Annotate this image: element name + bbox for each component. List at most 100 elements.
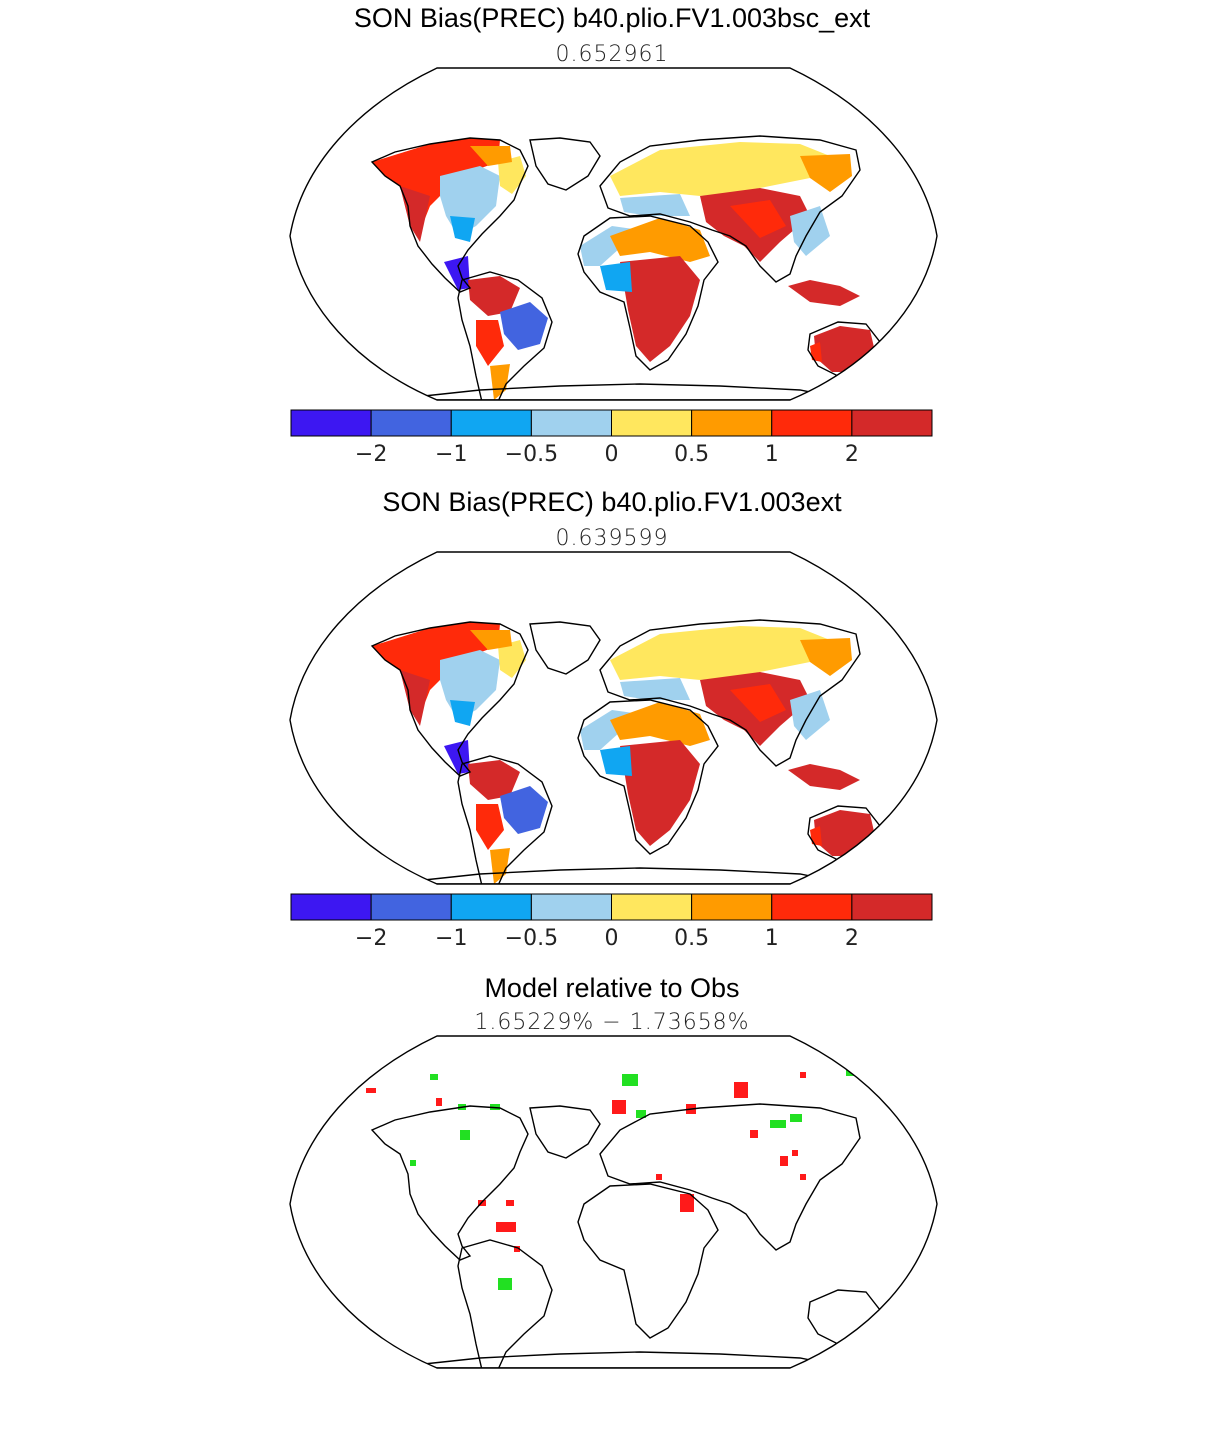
bias-patch: [400, 670, 430, 726]
colorbar-box: [771, 409, 853, 437]
map-panel1: [289, 67, 938, 401]
diff-cell-positive: [612, 1100, 626, 1114]
bias-patch: [372, 622, 500, 720]
coastline: [529, 137, 601, 191]
bias-patch: [730, 200, 786, 238]
panel2-title: SON Bias(PREC) b40.plio.FV1.003ext: [382, 487, 842, 517]
coastline: [529, 1105, 601, 1159]
colorbar-box: [691, 409, 773, 437]
diff-cell-negative: [846, 1070, 854, 1076]
bias-patch: [610, 142, 830, 196]
bias-patch: [400, 186, 430, 242]
bias-patch: [468, 276, 520, 316]
coastline: [599, 1103, 861, 1251]
bias-patch: [450, 216, 475, 242]
coastline: [457, 271, 553, 400]
diff-cell-positive: [366, 1088, 376, 1093]
colorbar-label: 2: [845, 442, 859, 467]
bias-patch: [800, 638, 852, 676]
bias-patch: [610, 702, 710, 746]
colorbar-box: [611, 893, 693, 921]
map-panel2: [289, 551, 938, 885]
colorbar-label: −2: [355, 442, 387, 467]
bias-patch: [620, 256, 700, 362]
diff-cell-positive: [780, 1156, 788, 1166]
bias-patch: [600, 262, 632, 292]
bias-patch: [730, 684, 786, 722]
bias-patch: [788, 280, 860, 306]
map-frame: [289, 1035, 938, 1369]
coastline: [423, 1351, 831, 1368]
coastline: [370, 621, 529, 777]
bias-patch: [800, 154, 852, 192]
colorbar-label: 0.5: [674, 926, 709, 951]
bias-patch: [498, 156, 526, 194]
colorbar-label: 1: [765, 926, 779, 951]
diff-cell-negative: [770, 1120, 786, 1128]
colorbar-box: [851, 893, 933, 921]
diff-cell-negative: [430, 1074, 438, 1080]
diff-cell-positive: [792, 1150, 798, 1156]
bias-patch: [790, 206, 830, 256]
colorbar-box: [290, 893, 372, 921]
colorbar-label: −0.5: [505, 926, 558, 951]
colorbar-box: [530, 409, 612, 437]
bias-patch: [468, 760, 520, 800]
panel3-title: Model relative to Obs: [484, 973, 740, 1003]
colorbar-label: 0: [605, 442, 619, 467]
bias-patch: [372, 138, 500, 236]
colorbar-label: 2: [845, 926, 859, 951]
bias-patch: [600, 746, 632, 776]
bias-patch: [788, 764, 860, 790]
diff-cell-positive: [496, 1222, 516, 1232]
diff-cell-positive: [750, 1130, 758, 1138]
diff-cell-negative: [790, 1114, 802, 1122]
bias-patch: [500, 302, 548, 350]
diff-cell-positive: [800, 1072, 806, 1078]
panel1-subtitle: 0.652961: [555, 42, 669, 67]
diff-cell-negative: [498, 1278, 512, 1290]
colorbar-panel2: −2 −1 −0.5 0 0.5 1 2: [290, 893, 933, 951]
colorbar-box: [691, 893, 773, 921]
diff-cell-negative: [622, 1074, 638, 1086]
bias-patch: [500, 786, 548, 834]
coastline: [370, 137, 529, 293]
map-panel3: [289, 1035, 938, 1369]
coastline: [599, 619, 861, 767]
coastline: [370, 1105, 529, 1261]
colorbar-box: [290, 409, 372, 437]
bias-patch: [470, 146, 512, 166]
bias-patch: [476, 804, 504, 850]
bias-patch: [620, 740, 700, 846]
diff-cell-positive: [680, 1194, 694, 1212]
colorbar-label: 0.5: [674, 442, 709, 467]
colorbar-box: [771, 893, 853, 921]
bias-patch: [610, 218, 710, 262]
bias-patch: [620, 678, 690, 700]
colorbar-label: −0.5: [505, 442, 558, 467]
coastline: [577, 215, 719, 371]
colorbar-box: [851, 409, 933, 437]
bias-patch: [444, 256, 470, 290]
colorbar-label: 0: [605, 926, 619, 951]
coastline: [457, 755, 553, 884]
coastline: [423, 383, 831, 400]
diff-cell-positive: [656, 1174, 662, 1180]
map-frame: [289, 551, 938, 885]
map-background: [290, 1036, 937, 1368]
coastline: [577, 699, 719, 855]
diff-cell-negative: [368, 1062, 380, 1068]
diff-cell-positive: [514, 1246, 520, 1252]
panel2-subtitle: 0.639599: [555, 526, 669, 551]
diff-cell-negative: [460, 1130, 470, 1140]
colorbar-label: 1: [765, 442, 779, 467]
coastline: [599, 135, 861, 283]
map-frame: [289, 67, 938, 401]
coastline: [457, 1239, 553, 1368]
diff-cell-negative: [410, 1160, 416, 1166]
bias-patch: [490, 364, 510, 400]
bias-patch: [450, 700, 475, 726]
colorbar-box: [611, 409, 693, 437]
bias-patch: [444, 740, 470, 774]
bias-patch: [470, 630, 512, 650]
